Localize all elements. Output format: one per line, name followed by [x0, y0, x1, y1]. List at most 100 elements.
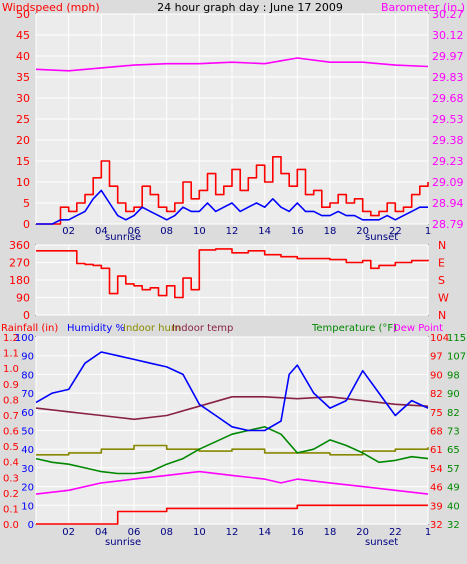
humidity-axis-label: Humidity % — [67, 323, 125, 334]
x-tick-label: 08 — [160, 527, 173, 538]
sunrise-label: sunrise — [105, 232, 141, 243]
y-tick-label: 90 — [430, 370, 443, 381]
y-tick-label: N — [438, 309, 446, 322]
y-tick-label: 32 — [430, 520, 443, 531]
x-tick-label: 06 — [128, 527, 141, 538]
y-tick-label: 82 — [447, 408, 460, 419]
barometer-line — [35, 57, 429, 72]
y-tick-label: 65 — [447, 445, 460, 456]
y-tick-label: 0.6 — [3, 427, 19, 438]
wind-direction-grid — [35, 244, 429, 316]
y-tick-label: 29.97 — [432, 50, 464, 63]
y-tick-label: 90 — [16, 292, 30, 305]
x-tick-label: 1 — [425, 226, 431, 237]
humidity-axis: 0 10 20 30 40 50 60 70 80 90 100 — [15, 333, 34, 531]
y-tick-label: 0.4 — [3, 458, 19, 469]
y-tick-label: 360 — [9, 239, 30, 252]
y-tick-label: 54 — [430, 464, 443, 475]
x-tick-label: 10 — [193, 226, 206, 237]
y-tick-label: 45 — [16, 29, 30, 42]
y-tick-label: 20 — [16, 134, 30, 147]
y-tick-label: 1.1 — [3, 349, 19, 360]
x-tick-label: 04 — [95, 527, 108, 538]
y-tick-label: 39 — [430, 501, 443, 512]
wind-direction-degree-axis: 0 90 180 270 360 — [9, 239, 30, 322]
sunset-label: sunset — [365, 232, 398, 243]
barometer-axis: 28.79 28.94 29.09 29.23 29.38 29.53 29.68 29.83… — [432, 8, 464, 231]
temperature-axis-inner: 32 39 46 54 61 68 75 82 90 97 104 — [430, 333, 449, 531]
sunrise-label-bottom: sunrise — [105, 537, 141, 548]
x-tick-label: 18 — [324, 226, 337, 237]
y-tick-label: 270 — [9, 257, 30, 270]
y-tick-label: 57 — [447, 464, 460, 475]
y-tick-label: 0.0 — [3, 520, 19, 531]
x-tick-label: 08 — [160, 226, 173, 237]
y-tick-label: 70 — [21, 389, 34, 400]
x-tick-label: 1 — [425, 527, 431, 538]
y-tick-label: 68 — [430, 427, 443, 438]
humidity-temperature-panel: 0.00.10.20.30.40.50.60.70.80.91.01.11.2 … — [1, 323, 466, 548]
y-tick-label: 0.9 — [3, 380, 19, 391]
indoor-humidity-line — [36, 444, 429, 456]
y-tick-label: 180 — [9, 274, 30, 287]
y-tick-label: 0.7 — [3, 411, 19, 422]
y-tick-label: 29.83 — [432, 71, 464, 84]
y-tick-label: S — [438, 274, 445, 287]
windspeed-line — [36, 156, 429, 225]
wind-direction-series — [36, 248, 429, 299]
y-tick-label: 49 — [447, 483, 460, 494]
y-tick-label: 15 — [16, 155, 30, 168]
wind-average-line — [36, 189, 428, 225]
y-tick-label: 29.53 — [432, 113, 464, 126]
y-tick-label: 25 — [16, 113, 30, 126]
wind-barometer-series — [35, 57, 429, 225]
y-tick-label: 50 — [16, 8, 30, 21]
y-tick-label: N — [438, 239, 446, 252]
x-tick-label: 14 — [258, 527, 271, 538]
x-tick-label: 16 — [291, 527, 304, 538]
indoor-temperature-line — [35, 395, 429, 421]
rainfall-axis-label: Rainfall (in) — [1, 323, 58, 334]
y-tick-label: 0.5 — [3, 442, 19, 453]
sunset-label-bottom: sunset — [365, 537, 398, 548]
x-tick-label: 02 — [62, 527, 75, 538]
barometer-axis-label: Barometer (in.) — [381, 1, 465, 14]
chart-title: 24 hour graph day : June 17 2009 — [157, 1, 343, 14]
x-tick-label: 20 — [356, 527, 369, 538]
x-tick-label: 16 — [291, 226, 304, 237]
y-tick-label: 75 — [430, 408, 443, 419]
y-tick-label: 20 — [21, 483, 34, 494]
x-tick-label: 22 — [389, 226, 402, 237]
wind-barometer-panel: 0 5 10 15 20 25 30 35 40 45 50 28.79 28.94 29.09 29.2… — [2, 1, 465, 243]
x-tick-label: 12 — [226, 527, 239, 538]
y-tick-label: 10 — [21, 501, 34, 512]
indoor-temp-label: Indoor temp — [172, 323, 233, 334]
y-tick-label: 0.8 — [3, 395, 19, 406]
temperature-axis-outer: 32 40 49 57 65 73 82 90 98 107 115 — [447, 333, 466, 531]
y-tick-label: 104 — [430, 333, 449, 344]
y-tick-label: 100 — [15, 333, 34, 344]
y-tick-label: 107 — [447, 352, 466, 363]
x-tick-label: 04 — [95, 226, 108, 237]
y-tick-label: 115 — [447, 333, 466, 344]
y-tick-label: 30 — [16, 92, 30, 105]
y-tick-label: 28.79 — [432, 218, 464, 231]
y-tick-label: 98 — [447, 370, 460, 381]
y-tick-label: 90 — [447, 389, 460, 400]
y-tick-label: 40 — [21, 445, 34, 456]
x-tick-label: 18 — [324, 527, 337, 538]
time-axis-bottom: 02 04 06 08 10 12 14 16 18 20 22 1 — [62, 527, 431, 538]
y-tick-label: 0 — [28, 520, 34, 531]
y-tick-label: 61 — [430, 445, 443, 456]
y-tick-label: 10 — [16, 176, 30, 189]
y-tick-label: E — [438, 257, 445, 270]
y-tick-label: 1.0 — [3, 364, 19, 375]
y-tick-label: 29.38 — [432, 134, 464, 147]
y-tick-label: 0.1 — [3, 504, 19, 515]
dew-point-label: Dew Point — [393, 323, 443, 334]
x-tick-label: 22 — [389, 527, 402, 538]
